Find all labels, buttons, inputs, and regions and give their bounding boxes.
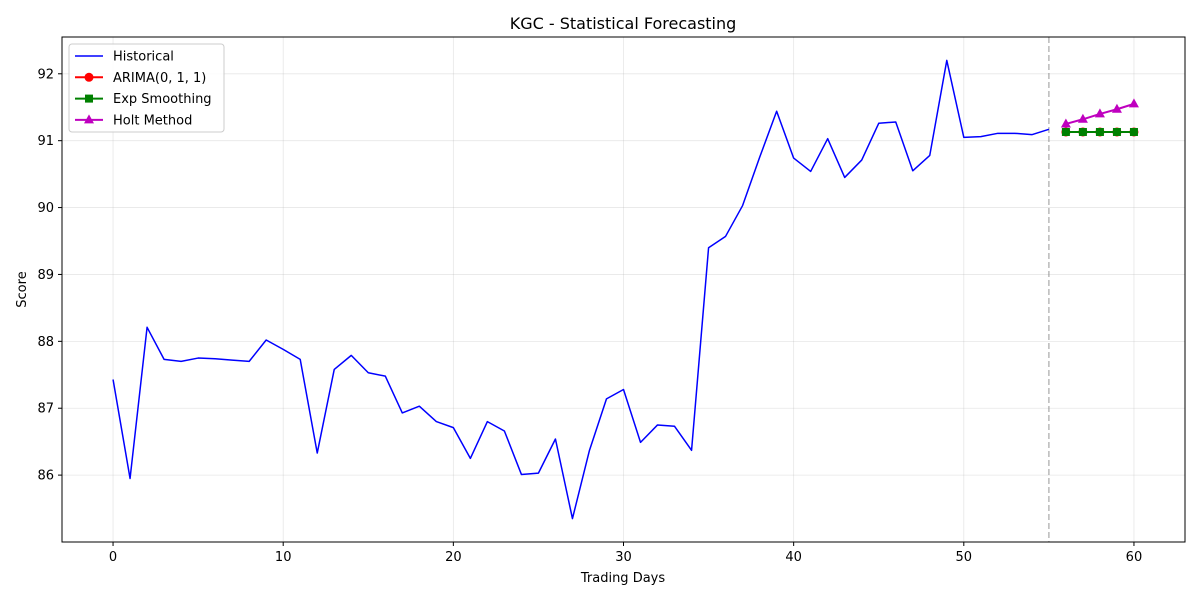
y-tick-label: 91: [37, 134, 54, 149]
grid-layer: [62, 37, 1185, 542]
data-point-exp-smoothing: [1129, 127, 1138, 136]
series-line-historical: [112, 59, 1050, 520]
tick-layer: 0 10 20 30 40 50 60 86 87 88 89 90 91 92: [37, 67, 1142, 565]
legend-entry-holt-method: Holt Method: [75, 113, 192, 128]
series-holt-method: [1060, 98, 1139, 128]
y-tick-label: 88: [37, 335, 54, 350]
data-point-holt-method: [1128, 98, 1139, 108]
x-tick-label: 20: [445, 550, 462, 565]
x-tick-label: 60: [1126, 550, 1143, 565]
legend-entry-historical: Historical: [75, 50, 174, 65]
series-historical: [112, 59, 1050, 520]
y-tick-label: 86: [37, 469, 54, 484]
legend-label-arima-0-1-1: ARIMA(0, 1, 1): [113, 71, 206, 86]
legend: Historical ARIMA(0, 1, 1) Exp Smoothing Hol…: [68, 43, 225, 133]
series-layer: [112, 59, 1139, 520]
data-point-holt-method: [1077, 113, 1088, 123]
y-tick-label: 87: [37, 402, 54, 417]
legend-label-historical: Historical: [113, 50, 174, 65]
legend-box: [68, 43, 225, 133]
data-point-holt-method: [1060, 118, 1071, 128]
legend-label-holt-method: Holt Method: [113, 113, 192, 128]
x-axis-label: Trading Days: [580, 571, 665, 586]
x-tick-label: 10: [275, 550, 292, 565]
y-tick-label: 92: [37, 67, 54, 82]
y-tick-label: 90: [37, 201, 54, 216]
chart-title: KGC - Statistical Forecasting: [510, 14, 737, 33]
legend-marker-arima-0-1-1: [84, 72, 94, 82]
data-point-exp-smoothing: [1078, 127, 1087, 136]
series-exp-smoothing: [1061, 127, 1138, 136]
legend-label-exp-smoothing: Exp Smoothing: [113, 92, 212, 107]
legend-marker-exp-smoothing: [85, 94, 93, 103]
data-point-exp-smoothing: [1095, 127, 1104, 136]
y-axis-label: Score: [15, 271, 30, 307]
data-point-holt-method: [1111, 103, 1122, 113]
legend-marker-holt-method: [84, 114, 94, 124]
x-tick-label: 50: [956, 550, 973, 565]
data-point-exp-smoothing: [1061, 127, 1070, 136]
legend-entry-arima-0-1-1: ARIMA(0, 1, 1): [75, 71, 206, 86]
y-tick-label: 89: [37, 268, 54, 283]
x-tick-label: 30: [615, 550, 632, 565]
x-tick-label: 40: [785, 550, 802, 565]
legend-entry-exp-smoothing: Exp Smoothing: [75, 92, 212, 107]
x-tick-label: 0: [109, 550, 117, 565]
data-point-holt-method: [1094, 108, 1105, 118]
data-point-exp-smoothing: [1112, 127, 1121, 136]
